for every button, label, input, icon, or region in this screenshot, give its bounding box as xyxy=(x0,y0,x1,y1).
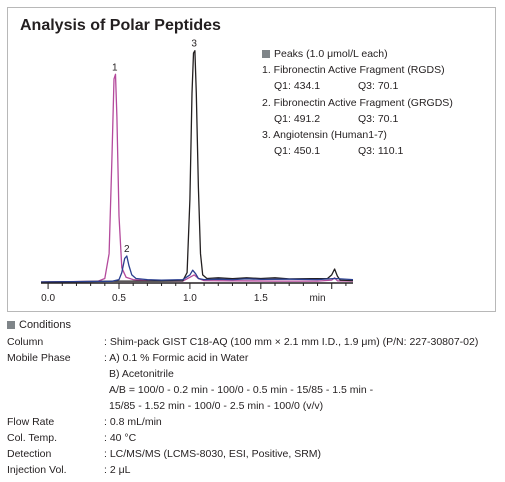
series-2-trace xyxy=(40,255,354,283)
condition-mobile-phase-line-1: B) Acetonitrile xyxy=(109,368,174,380)
condition-mobile-phase-line-2: A/B = 100/0 - 0.2 min - 100/0 - 0.5 min … xyxy=(109,384,374,396)
chromatogram-chart: 0.0 0.5 1.0 1.5 min 1 2 3 xyxy=(40,39,354,304)
legend-peak-1-transitions: Q1: 434.1 Q3: 70.1 xyxy=(262,78,453,94)
legend-peak-1-q3: Q3: 70.1 xyxy=(358,80,399,93)
x-unit-label: min xyxy=(309,293,325,304)
conditions-heading-text: Conditions xyxy=(19,319,71,331)
legend-peak-3-q3: Q3: 110.1 xyxy=(358,145,404,158)
legend-peak-3-name: 3. Angiotensin (Human1-7) xyxy=(262,128,387,141)
x-tick-label: 1.0 xyxy=(183,293,197,304)
legend-peak-2-name: 2. Fibronectin Active Fragment (GRGDS) xyxy=(262,96,453,109)
legend-heading-text: Peaks (1.0 μmol/L each) xyxy=(274,48,388,60)
condition-mobile-phase-line-3: 15/85 - 1.52 min - 100/0 - 2.5 min - 100… xyxy=(109,400,324,412)
condition-injection-vol-label: Injection Vol. xyxy=(7,464,67,476)
condition-mobile-phase-value: : A) 0.1 % Formic acid in Water xyxy=(104,352,249,364)
condition-mobile-phase-label: Mobile Phase xyxy=(7,352,71,364)
conditions-heading: Conditions xyxy=(7,319,71,331)
legend-peak-3-transitions: Q1: 450.1 Q3: 110.1 xyxy=(262,143,453,159)
legend-heading: Peaks (1.0 μmol/L each) xyxy=(262,46,453,62)
peak-label-1: 1 xyxy=(112,62,118,73)
peak-label-2: 2 xyxy=(124,244,130,255)
chart-legend: Peaks (1.0 μmol/L each) 1. Fibronectin A… xyxy=(262,46,453,159)
series-3-trace xyxy=(40,50,354,283)
x-tick-label: 0.5 xyxy=(112,293,126,304)
x-tick-label: 1.5 xyxy=(254,293,268,304)
legend-peak-2-transitions: Q1: 491.2 Q3: 70.1 xyxy=(262,111,453,127)
chart-title: Analysis of Polar Peptides xyxy=(20,17,221,34)
x-tick-label: 0.0 xyxy=(41,293,55,304)
condition-injection-vol-value: : 2 μL xyxy=(104,464,131,476)
condition-col-temp-label: Col. Temp. xyxy=(7,432,57,444)
condition-flow-rate-value: : 0.8 mL/min xyxy=(104,416,162,428)
legend-square-icon xyxy=(262,50,270,59)
condition-detection-label: Detection xyxy=(7,448,52,460)
legend-peak-1-q1: Q1: 434.1 xyxy=(274,80,321,93)
condition-flow-rate-label: Flow Rate xyxy=(7,416,55,428)
peak-label-3: 3 xyxy=(191,39,197,50)
condition-detection-value: : LC/MS/MS (LCMS-8030, ESI, Positive, SR… xyxy=(104,448,322,460)
condition-column-label: Column xyxy=(7,336,44,348)
chart-panel: Analysis of Polar Peptides 0.0 0.5 1.0 1.5 m… xyxy=(7,7,496,312)
legend-peak-3-q1: Q1: 450.1 xyxy=(274,145,321,158)
condition-col-temp-value: : 40 °C xyxy=(104,432,137,444)
conditions-square-icon xyxy=(7,321,15,329)
condition-column-value: : Shim-pack GIST C18-AQ (100 mm × 2.1 mm… xyxy=(104,336,479,348)
legend-peak-2-q1: Q1: 491.2 xyxy=(274,112,321,125)
legend-peak-1-name: 1. Fibronectin Active Fragment (RGDS) xyxy=(262,64,445,77)
legend-peak-2-q3: Q3: 70.1 xyxy=(358,112,399,125)
